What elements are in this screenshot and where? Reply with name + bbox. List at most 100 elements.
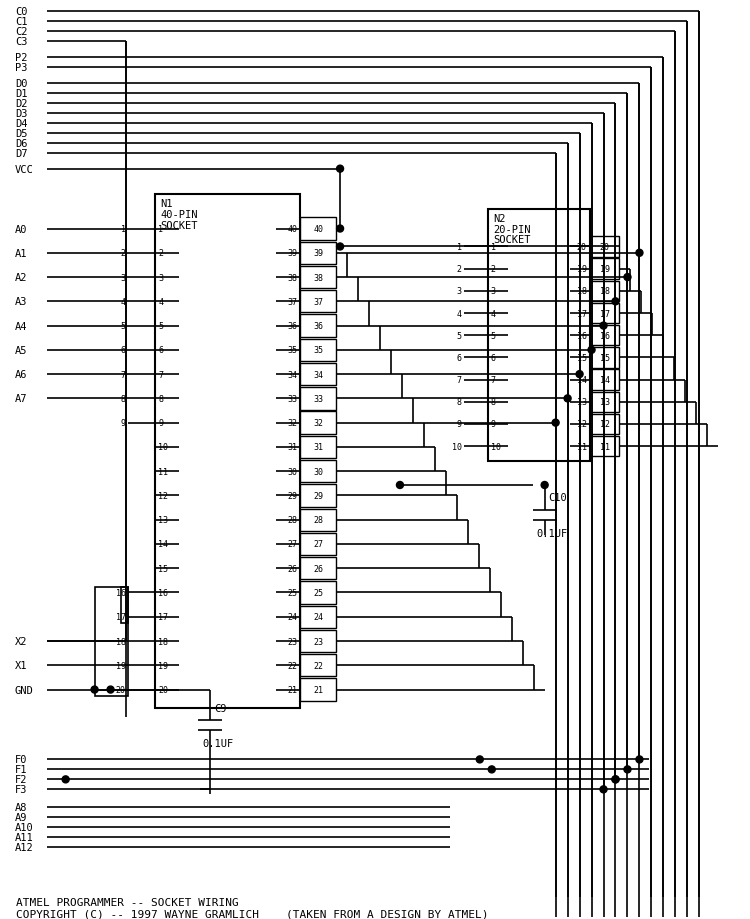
Bar xyxy=(300,654,336,676)
Bar xyxy=(300,606,336,629)
Text: 16: 16 xyxy=(158,588,169,597)
Circle shape xyxy=(624,274,631,281)
Text: 19: 19 xyxy=(599,265,610,274)
Text: 7: 7 xyxy=(490,376,496,385)
Text: VCC: VCC xyxy=(15,165,34,175)
Circle shape xyxy=(636,756,643,763)
Bar xyxy=(590,414,620,435)
Text: A6: A6 xyxy=(15,369,27,380)
Text: 14: 14 xyxy=(158,539,169,549)
Bar xyxy=(300,460,336,482)
Text: 18: 18 xyxy=(158,637,169,646)
Bar xyxy=(590,325,620,346)
Circle shape xyxy=(636,250,643,257)
Text: P2: P2 xyxy=(15,52,27,62)
Text: 5: 5 xyxy=(490,332,496,340)
Text: D4: D4 xyxy=(15,119,27,129)
Text: 13: 13 xyxy=(599,398,610,407)
Text: D3: D3 xyxy=(15,108,27,119)
Circle shape xyxy=(91,686,98,693)
Text: 16: 16 xyxy=(599,332,610,340)
Text: 38: 38 xyxy=(313,273,323,282)
Bar xyxy=(94,587,128,696)
Text: COPYRIGHT (C) -- 1997 WAYNE GRAMLICH    (TAKEN FROM A DESIGN BY ATMEL): COPYRIGHT (C) -- 1997 WAYNE GRAMLICH (TA… xyxy=(16,908,488,918)
Text: 28: 28 xyxy=(287,516,297,525)
Text: X2: X2 xyxy=(15,636,27,646)
Text: 24: 24 xyxy=(313,613,323,621)
Text: 20: 20 xyxy=(116,686,125,694)
Bar xyxy=(300,582,336,604)
Text: 7: 7 xyxy=(457,376,462,385)
Text: 13: 13 xyxy=(577,398,586,407)
Text: D7: D7 xyxy=(15,149,27,158)
Text: 31: 31 xyxy=(313,443,323,452)
Text: C2: C2 xyxy=(15,27,27,37)
Text: 25: 25 xyxy=(313,588,323,597)
Text: 33: 33 xyxy=(313,394,323,403)
Circle shape xyxy=(600,323,607,330)
Text: 2: 2 xyxy=(121,249,125,258)
Text: 1: 1 xyxy=(490,243,496,252)
Text: C9: C9 xyxy=(214,703,226,713)
Text: 6: 6 xyxy=(121,346,125,355)
Bar xyxy=(590,237,620,257)
Text: 11: 11 xyxy=(599,442,610,451)
Text: 9: 9 xyxy=(121,419,125,427)
Text: 15: 15 xyxy=(158,564,169,573)
Text: 2: 2 xyxy=(158,249,164,258)
Bar xyxy=(488,210,590,461)
Text: D1: D1 xyxy=(15,89,27,98)
Text: 26: 26 xyxy=(313,564,323,573)
Text: 1: 1 xyxy=(121,225,125,233)
Circle shape xyxy=(397,482,404,489)
Text: N2: N2 xyxy=(493,213,506,223)
Text: 17: 17 xyxy=(116,613,125,621)
Bar xyxy=(300,558,336,580)
Text: 11: 11 xyxy=(158,467,169,476)
Text: 21: 21 xyxy=(287,686,297,694)
Text: 28: 28 xyxy=(313,516,323,525)
Text: 37: 37 xyxy=(287,298,297,306)
Text: 19: 19 xyxy=(116,661,125,670)
Text: 20: 20 xyxy=(599,243,610,252)
Text: GND: GND xyxy=(15,685,34,695)
Text: 10: 10 xyxy=(490,442,501,451)
Circle shape xyxy=(612,299,619,305)
Text: 19: 19 xyxy=(158,661,169,670)
Text: 4: 4 xyxy=(121,298,125,306)
Text: 7: 7 xyxy=(121,370,125,380)
Bar xyxy=(300,412,336,435)
Text: N1: N1 xyxy=(160,199,173,209)
Circle shape xyxy=(337,226,344,233)
Text: 5: 5 xyxy=(158,322,164,331)
Bar xyxy=(300,218,336,241)
Text: 21: 21 xyxy=(313,686,323,694)
Bar xyxy=(300,315,336,337)
Circle shape xyxy=(612,776,619,783)
Text: F2: F2 xyxy=(15,775,27,785)
Text: 18: 18 xyxy=(599,287,610,296)
Text: 16: 16 xyxy=(116,588,125,597)
Bar xyxy=(590,347,620,369)
Text: C1: C1 xyxy=(15,17,27,27)
Bar xyxy=(300,388,336,410)
Text: 23: 23 xyxy=(313,637,323,646)
Bar xyxy=(300,243,336,265)
Text: 12: 12 xyxy=(158,492,169,500)
Text: D0: D0 xyxy=(15,79,27,89)
Text: 15: 15 xyxy=(577,354,586,362)
Bar xyxy=(590,303,620,323)
Text: A0: A0 xyxy=(15,224,27,234)
Circle shape xyxy=(488,766,495,773)
Text: 39: 39 xyxy=(287,249,297,258)
Text: 32: 32 xyxy=(287,419,297,427)
Text: 34: 34 xyxy=(287,370,297,380)
Text: 8: 8 xyxy=(457,398,462,407)
Text: 0.1UF: 0.1UF xyxy=(202,739,233,749)
Text: 4: 4 xyxy=(158,298,164,306)
Text: 29: 29 xyxy=(313,492,323,500)
Circle shape xyxy=(62,776,69,783)
Bar xyxy=(300,484,336,507)
Text: 32: 32 xyxy=(313,419,323,427)
Text: 33: 33 xyxy=(287,394,297,403)
